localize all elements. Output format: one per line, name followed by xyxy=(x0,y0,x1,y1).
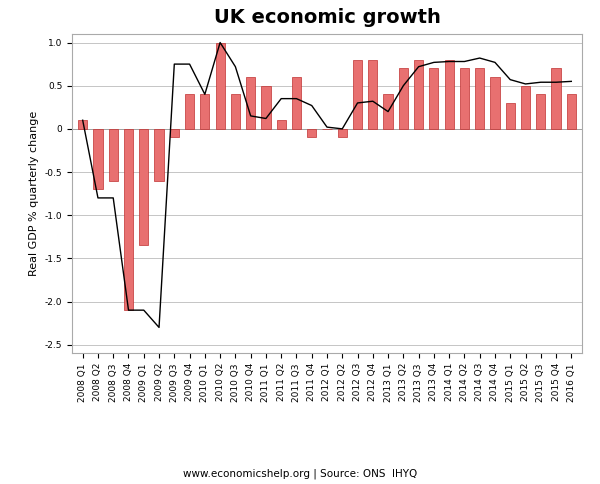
Bar xyxy=(383,94,392,129)
Bar xyxy=(185,94,194,129)
Bar xyxy=(536,94,545,129)
Bar xyxy=(154,129,164,181)
Bar xyxy=(551,68,560,129)
Bar xyxy=(567,94,576,129)
Bar xyxy=(170,129,179,137)
Y-axis label: Real GDP % quarterly change: Real GDP % quarterly change xyxy=(29,111,39,276)
Bar xyxy=(78,120,87,129)
Bar xyxy=(292,77,301,129)
Bar xyxy=(399,68,408,129)
Bar xyxy=(124,129,133,310)
Bar xyxy=(414,60,423,129)
Bar xyxy=(368,60,377,129)
Bar xyxy=(200,94,209,129)
Bar xyxy=(277,120,286,129)
Bar xyxy=(460,68,469,129)
Bar xyxy=(445,60,454,129)
Bar xyxy=(430,68,439,129)
Bar xyxy=(94,129,103,189)
Bar xyxy=(262,86,271,129)
Title: UK economic growth: UK economic growth xyxy=(214,8,440,27)
Bar xyxy=(246,77,255,129)
Bar xyxy=(475,68,484,129)
Bar xyxy=(231,94,240,129)
Bar xyxy=(506,103,515,129)
Bar xyxy=(338,129,347,137)
Bar xyxy=(139,129,148,245)
Bar xyxy=(109,129,118,181)
Bar xyxy=(521,86,530,129)
Bar xyxy=(490,77,500,129)
Bar xyxy=(307,129,316,137)
Text: www.economicshelp.org | Source: ONS  IHYQ: www.economicshelp.org | Source: ONS IHYQ xyxy=(183,469,417,479)
Bar xyxy=(215,43,224,129)
Bar xyxy=(353,60,362,129)
